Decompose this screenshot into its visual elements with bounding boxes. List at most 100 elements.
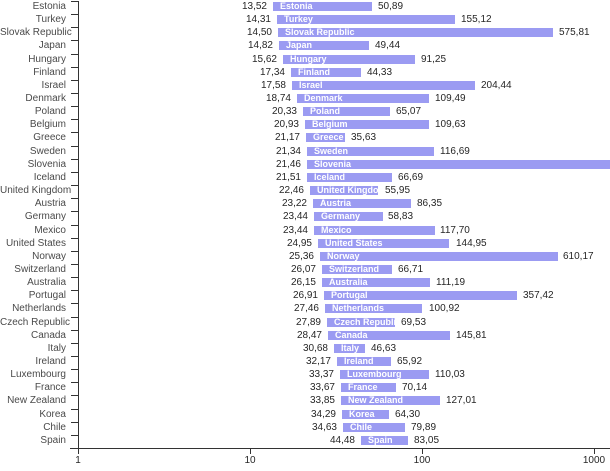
category-label: Luxembourg [10,369,66,380]
bar-high-value: 91,25 [421,54,447,65]
bar-low-value: 27,89 [295,317,321,328]
bar-high-value: 65,92 [397,356,423,367]
bar-country-name: Luxembourg [347,369,402,379]
y-axis-tick [71,251,79,252]
y-axis-tick [71,54,79,55]
bar-country-name: Denmark [304,93,343,103]
range-bar: Luxembourg [340,369,429,379]
bar-high-value: 145,81 [456,330,487,341]
bar-country-name: Japan [286,40,313,50]
bar-country-name: United Kingdom [317,185,387,195]
y-axis-tick [71,422,79,423]
category-label: Spain [40,435,66,446]
y-axis-tick [71,277,79,278]
bar-country-name: Israel [299,80,323,90]
y-axis-tick [71,67,79,68]
bar-country-name: Slovenia [314,159,352,169]
category-label: Belgium [29,119,66,130]
bar-low-value: 17,58 [260,80,286,91]
y-axis-tick [71,448,79,449]
category-label: Italy [47,343,66,354]
bar-high-value: 100,92 [429,303,460,314]
x-axis-tick [594,449,595,454]
y-axis-tick [71,369,79,370]
bar-country-name: Turkey [284,14,313,24]
bar-low-value: 23,22 [281,198,307,209]
bar-low-value: 30,68 [302,343,328,354]
bar-low-value: 33,37 [308,369,334,380]
bar-high-value: 127,01 [446,395,477,406]
bar-high-value: 204,44 [481,80,512,91]
bar-country-name: Sweden [314,146,349,156]
y-axis-tick [71,264,79,265]
bar-high-value: 110,03 [435,369,465,380]
y-axis-tick [71,146,79,147]
bar-country-name: Estonia [280,1,313,11]
bar-high-value: 50,89 [378,1,404,12]
category-label: Korea [39,409,66,420]
range-bar: Germany [314,211,383,221]
bar-high-value: 79,89 [411,422,437,433]
y-axis-tick [71,27,79,28]
bar-country-name: Slovak Republic [285,27,355,37]
range-bar: Hungary [283,54,415,64]
bar-country-name: United States [325,238,383,248]
x-axis-tick [250,449,251,454]
bar-low-value: 21,51 [275,172,301,183]
range-bar: Denmark [297,93,429,103]
bar-high-value: 35,63 [351,132,377,143]
bar-low-value: 27,46 [293,303,319,314]
bar-high-value: 575,81 [559,27,590,38]
y-axis-tick [71,303,79,304]
x-axis-tick-label: 10 [244,455,256,466]
range-bar: Israel [292,80,475,90]
bar-country-name: Austria [320,198,352,208]
y-axis-tick [71,435,79,436]
bar-high-value: 144,95 [456,238,487,249]
range-bar: Mexico [314,225,435,235]
range-bar: Switzerland [322,264,392,274]
category-label: Portugal [28,290,66,301]
x-axis-line [70,448,610,449]
bar-low-value: 17,34 [259,67,285,78]
category-label: Israel [41,80,66,91]
bar-country-name: New Zealand [348,395,404,405]
y-axis-tick [71,40,79,41]
bar-high-value: 46,63 [371,343,397,354]
category-label: Finland [33,67,66,78]
range-bar: Sweden [307,146,434,156]
category-label: France [34,382,66,393]
range-bar: Greece [306,132,345,142]
bar-country-name: Australia [329,277,368,287]
y-axis-tick [71,330,79,331]
bar-low-value: 15,62 [251,54,277,65]
category-label: Turkey [35,14,66,25]
bar-low-value: 20,93 [273,119,299,130]
bar-low-value: 21,46 [275,159,301,170]
range-bar: Turkey [277,14,455,24]
bar-low-value: 23,44 [282,225,308,236]
category-label: United States [5,238,66,249]
bar-country-name: Switzerland [329,264,380,274]
bar-high-value: 66,71 [398,264,424,275]
category-label: Canada [30,330,66,341]
range-bar: Belgium [305,119,429,129]
y-axis-tick [71,14,79,15]
bar-country-name: Mexico [321,225,352,235]
bar-low-value: 22,46 [278,185,304,196]
bar-country-name: Iceland [314,172,346,182]
range-bar: Canada [328,330,450,340]
bar-country-name: Germany [321,211,361,221]
bar-country-name: Ireland [344,356,374,366]
category-label: Poland [34,106,66,117]
category-label: Slovenia [27,159,66,170]
range-bar: Korea [342,409,389,419]
y-axis-tick [71,132,79,133]
bar-high-value: 65,07 [396,106,422,117]
bar-high-value: 109,63 [435,119,466,130]
x-axis-tick-label: 100 [413,455,431,466]
y-axis-tick [71,225,79,226]
y-axis-tick [71,106,79,107]
y-axis-tick [71,317,79,318]
y-axis-tick [71,198,79,199]
